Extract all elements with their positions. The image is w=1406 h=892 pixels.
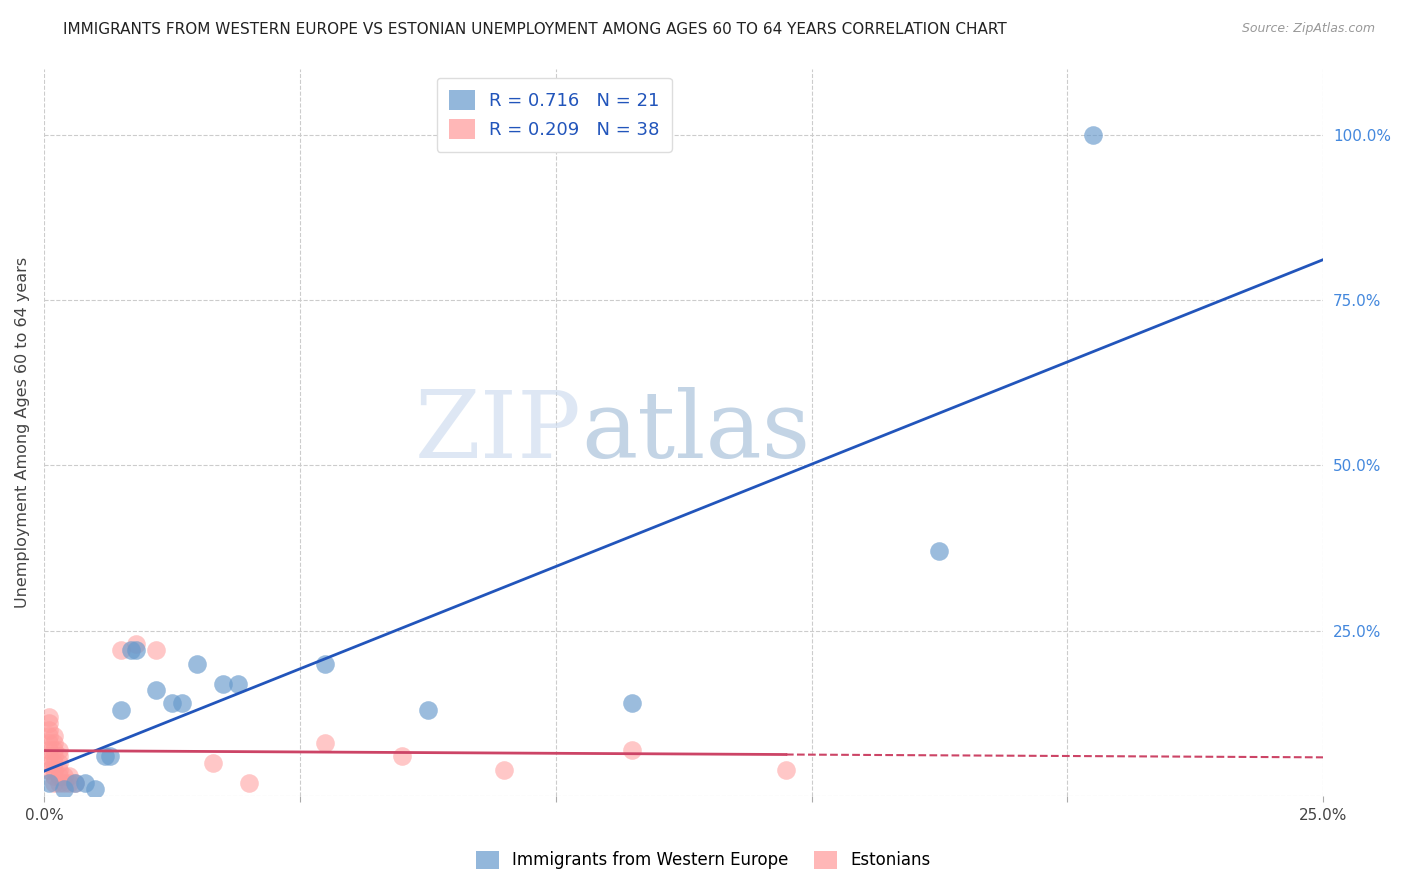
Point	[84, 782, 107, 797]
Point	[621, 742, 644, 756]
Y-axis label: Unemployment Among Ages 60 to 64 years: Unemployment Among Ages 60 to 64 years	[15, 257, 30, 607]
Point	[58, 769, 80, 783]
Point	[38, 776, 60, 790]
Point	[100, 749, 122, 764]
Point	[38, 709, 60, 723]
Point	[201, 756, 224, 770]
Legend: Immigrants from Western Europe, Estonians: Immigrants from Western Europe, Estonian…	[465, 840, 941, 880]
Point	[63, 776, 86, 790]
Point	[125, 637, 148, 651]
Point	[42, 769, 65, 783]
Point	[53, 782, 76, 797]
Point	[53, 776, 76, 790]
Point	[94, 749, 117, 764]
Point	[186, 657, 208, 671]
Point	[48, 742, 70, 756]
Point	[42, 736, 65, 750]
Point	[38, 723, 60, 737]
Point	[48, 776, 70, 790]
Legend: R = 0.716   N = 21, R = 0.209   N = 38: R = 0.716 N = 21, R = 0.209 N = 38	[437, 78, 672, 152]
Point	[314, 657, 336, 671]
Point	[48, 769, 70, 783]
Point	[53, 769, 76, 783]
Point	[494, 763, 516, 777]
Point	[42, 763, 65, 777]
Point	[110, 643, 132, 657]
Point	[38, 730, 60, 744]
Point	[314, 736, 336, 750]
Point	[110, 703, 132, 717]
Point	[145, 683, 167, 698]
Point	[42, 776, 65, 790]
Point	[38, 742, 60, 756]
Text: atlas: atlas	[581, 387, 810, 477]
Point	[42, 756, 65, 770]
Text: Source: ZipAtlas.com: Source: ZipAtlas.com	[1241, 22, 1375, 36]
Point	[621, 697, 644, 711]
Point	[48, 756, 70, 770]
Point	[38, 736, 60, 750]
Point	[120, 643, 142, 657]
Point	[48, 763, 70, 777]
Text: IMMIGRANTS FROM WESTERN EUROPE VS ESTONIAN UNEMPLOYMENT AMONG AGES 60 TO 64 YEAR: IMMIGRANTS FROM WESTERN EUROPE VS ESTONI…	[63, 22, 1007, 37]
Point	[42, 742, 65, 756]
Point	[1081, 128, 1104, 142]
Point	[775, 763, 797, 777]
Point	[416, 703, 439, 717]
Point	[38, 716, 60, 731]
Point	[228, 676, 250, 690]
Point	[38, 749, 60, 764]
Point	[42, 749, 65, 764]
Point	[125, 643, 148, 657]
Point	[48, 749, 70, 764]
Point	[73, 776, 96, 790]
Point	[145, 643, 167, 657]
Text: ZIP: ZIP	[415, 387, 581, 477]
Point	[38, 763, 60, 777]
Point	[63, 776, 86, 790]
Point	[212, 676, 235, 690]
Point	[170, 697, 193, 711]
Point	[42, 730, 65, 744]
Point	[160, 697, 183, 711]
Point	[928, 544, 950, 558]
Point	[38, 756, 60, 770]
Point	[238, 776, 260, 790]
Point	[58, 776, 80, 790]
Point	[391, 749, 413, 764]
